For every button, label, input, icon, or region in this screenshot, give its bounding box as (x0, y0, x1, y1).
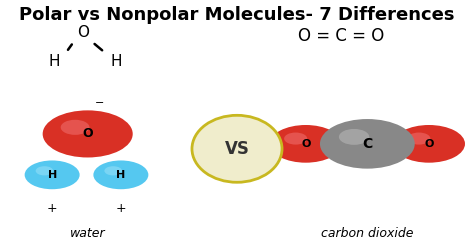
Text: VS: VS (225, 140, 249, 158)
Text: carbon dioxide: carbon dioxide (321, 227, 414, 240)
Circle shape (270, 125, 342, 163)
Text: H: H (49, 55, 60, 69)
Circle shape (104, 166, 122, 175)
Text: +: + (116, 202, 126, 215)
Text: O: O (424, 139, 434, 149)
Circle shape (43, 110, 133, 157)
Circle shape (284, 132, 307, 145)
Text: Polar vs Nonpolar Molecules- 7 Differences: Polar vs Nonpolar Molecules- 7 Differenc… (19, 6, 455, 24)
Circle shape (339, 129, 369, 145)
Circle shape (61, 120, 90, 135)
Text: H: H (47, 170, 57, 180)
Text: O: O (301, 139, 310, 149)
Text: O: O (77, 25, 89, 40)
Ellipse shape (192, 115, 282, 182)
Circle shape (320, 119, 415, 169)
Text: water: water (70, 227, 106, 240)
Text: C: C (362, 137, 373, 151)
Circle shape (393, 125, 465, 163)
Text: O: O (82, 127, 93, 140)
Text: O = C = O: O = C = O (298, 27, 384, 45)
Circle shape (93, 160, 148, 189)
Circle shape (25, 160, 80, 189)
Text: H: H (110, 55, 122, 69)
Text: −: − (95, 98, 104, 108)
Text: +: + (47, 202, 57, 215)
Circle shape (407, 132, 430, 145)
Text: H: H (116, 170, 126, 180)
Circle shape (36, 166, 53, 175)
